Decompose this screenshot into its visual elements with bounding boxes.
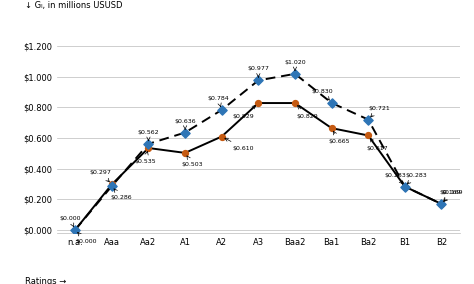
Point — [328, 101, 336, 105]
Point — [255, 101, 262, 105]
Point — [401, 184, 409, 189]
Point — [72, 227, 79, 232]
Point — [145, 142, 152, 146]
Point — [145, 146, 152, 150]
Point — [365, 117, 372, 122]
Point — [255, 78, 262, 83]
Text: $1.020: $1.020 — [284, 60, 306, 70]
Text: $0.829: $0.829 — [297, 106, 319, 118]
Text: $0.169: $0.169 — [442, 190, 463, 201]
Text: $0.617: $0.617 — [366, 138, 388, 151]
Text: $0.562: $0.562 — [137, 130, 159, 141]
Point — [291, 72, 299, 76]
Text: $0.169: $0.169 — [440, 190, 461, 201]
Text: $0.283: $0.283 — [405, 173, 427, 184]
Text: $0.297: $0.297 — [90, 170, 112, 182]
Point — [72, 227, 79, 232]
Text: $0.636: $0.636 — [174, 119, 196, 129]
Text: $0.286: $0.286 — [110, 189, 132, 200]
Point — [181, 130, 189, 135]
Point — [181, 151, 189, 155]
Point — [328, 126, 336, 130]
Point — [401, 184, 409, 189]
Text: $0.830: $0.830 — [311, 89, 333, 100]
Point — [438, 202, 445, 206]
Point — [218, 108, 226, 112]
Text: $0.784: $0.784 — [207, 96, 229, 107]
Text: $0.977: $0.977 — [247, 66, 269, 77]
Point — [438, 202, 445, 206]
Point — [218, 134, 226, 139]
Text: $0.000: $0.000 — [75, 232, 97, 244]
Point — [108, 182, 116, 187]
Point — [365, 133, 372, 138]
Point — [108, 184, 116, 188]
Text: ↓ Gₗ, in millions USUSD: ↓ Gₗ, in millions USUSD — [25, 1, 122, 10]
Text: $0.283: $0.283 — [385, 173, 407, 184]
Text: $0.721: $0.721 — [368, 106, 390, 117]
Text: $0.610: $0.610 — [225, 138, 254, 151]
Point — [291, 101, 299, 105]
Text: $0.829: $0.829 — [233, 105, 255, 118]
Text: $0.000: $0.000 — [59, 216, 81, 227]
Text: $0.665: $0.665 — [328, 131, 350, 144]
Text: $0.535: $0.535 — [134, 151, 155, 164]
Text: Ratings →: Ratings → — [25, 277, 66, 284]
Text: $0.503: $0.503 — [182, 156, 203, 167]
